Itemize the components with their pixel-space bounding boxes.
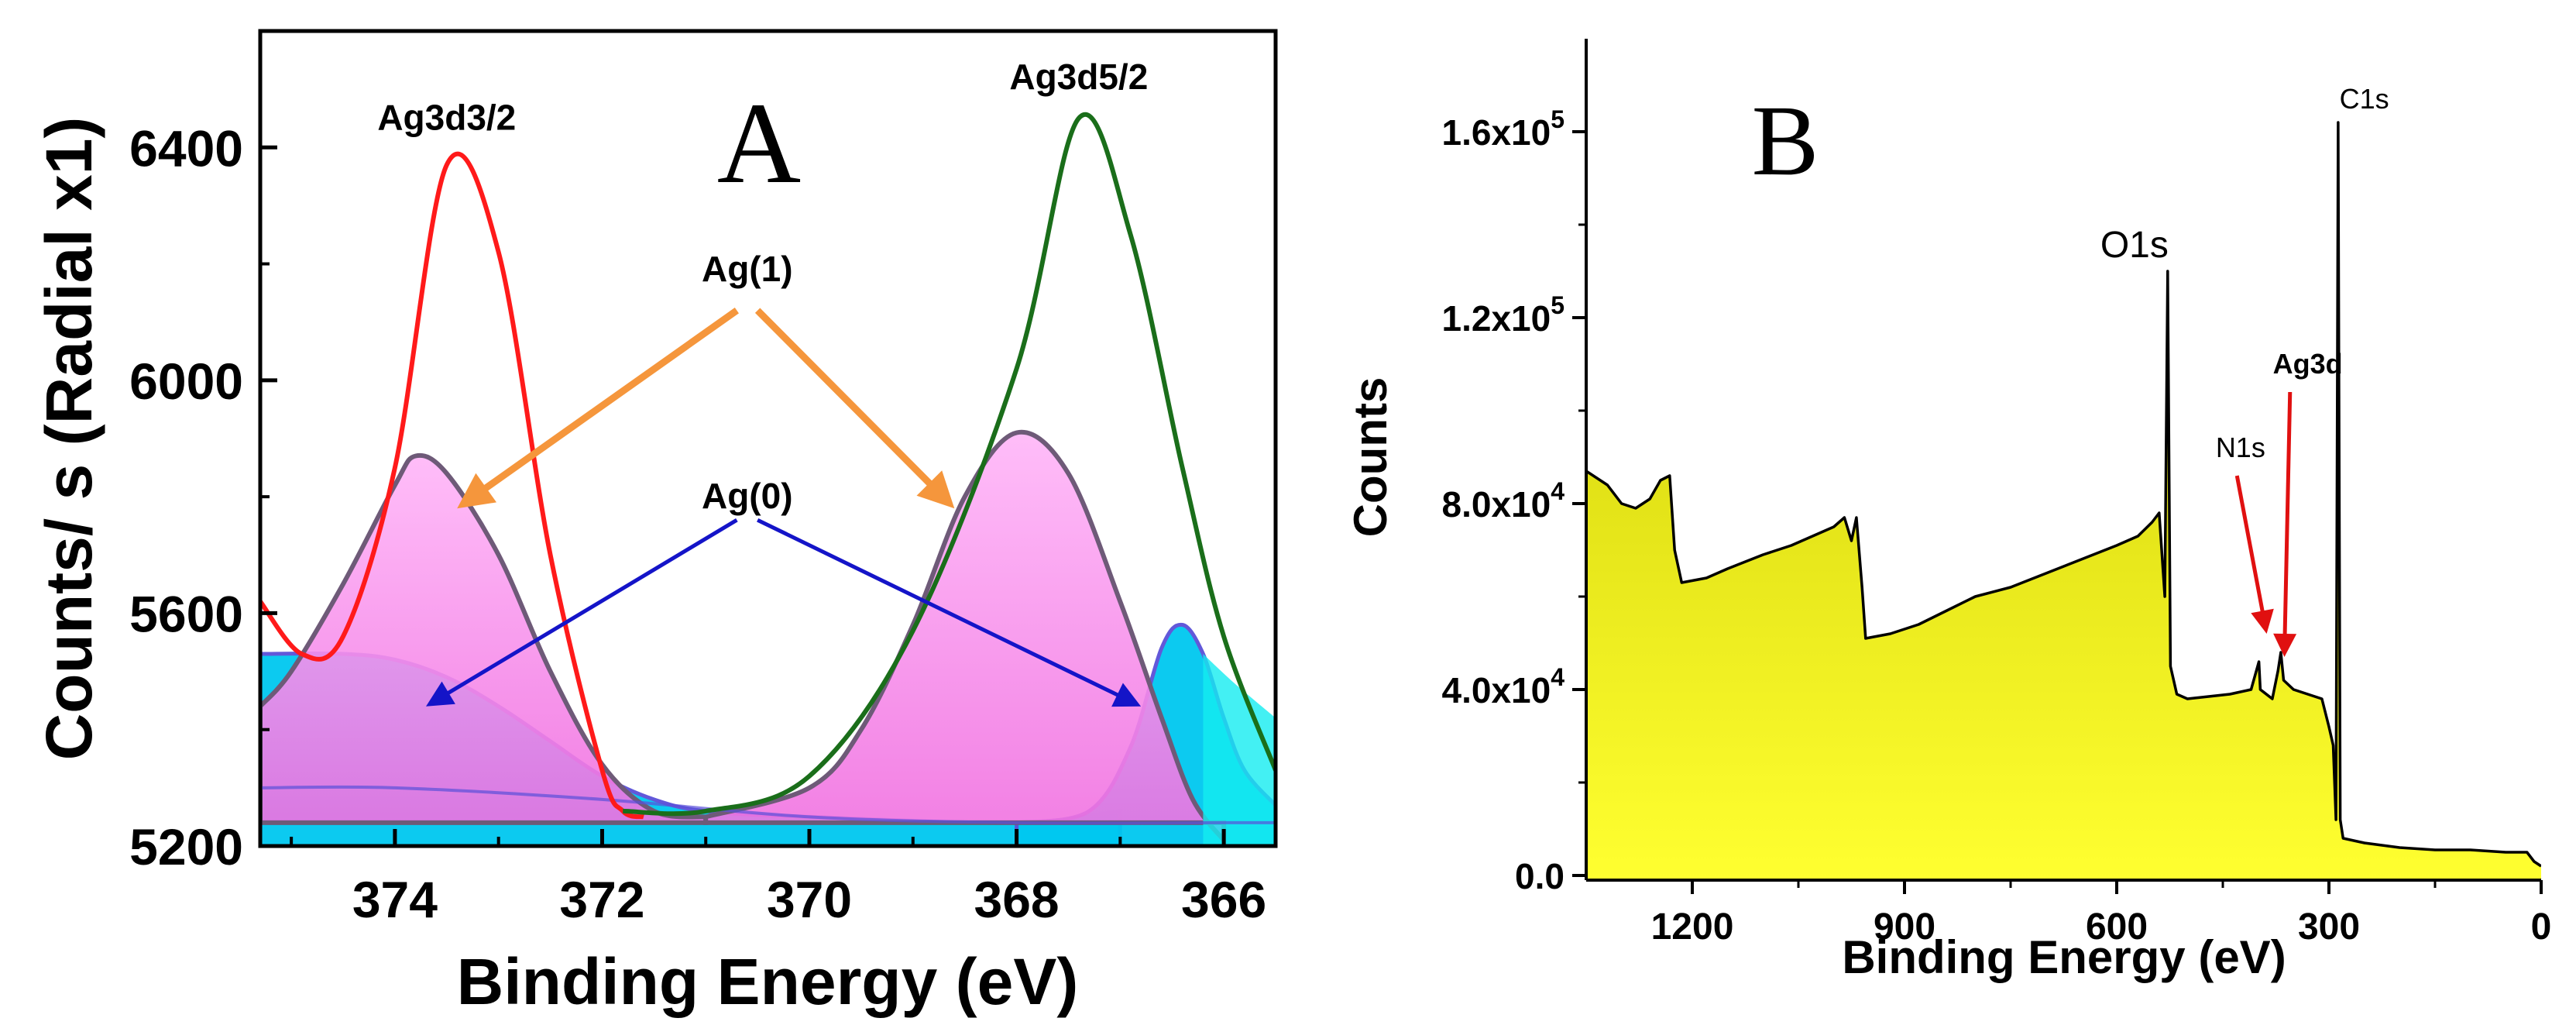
- x-tick-label: 1200: [1651, 906, 1734, 948]
- baseline-line: [260, 785, 1276, 825]
- arrow-b-1-head: [2251, 608, 2274, 634]
- arrow-2-head: [916, 470, 955, 509]
- peak-annotation: Ag3d: [2273, 348, 2343, 380]
- panel-b-letter: B: [1752, 85, 1819, 197]
- arrow-b-2: [2273, 391, 2297, 657]
- peak-annotation: Ag3d5/2: [1009, 57, 1148, 97]
- arrow-1-head: [457, 473, 496, 509]
- arrow-4-shaft: [757, 518, 1122, 699]
- panel-a-letter: A: [717, 79, 801, 208]
- y-tick-label: 5600: [129, 585, 243, 642]
- survey-spectrum-line: [1586, 121, 2541, 868]
- panel-a-annotations: Ag3d3/2 Ag3d5/2 Ag(1) Ag(0): [377, 57, 1148, 516]
- arrow-1-shaft: [479, 308, 739, 494]
- x-tick-label: 372: [559, 871, 644, 928]
- arrow-4: [757, 518, 1142, 707]
- ag1-peak-2-fill: [703, 429, 1227, 846]
- x-tick-label: 300: [2298, 906, 2360, 948]
- panel-b-axes: 1200 900 600 300 0 0.0 4.0x104 8.0x104 1.2x105 1.…: [1442, 105, 2552, 948]
- peak-annotation: Ag(0): [702, 476, 793, 516]
- arrow-2: [754, 308, 955, 509]
- x-tick-label: 900: [1874, 906, 1935, 948]
- x-tick-label: 368: [974, 871, 1059, 928]
- panel-b-x-axis-label: Binding Energy (eV): [1842, 931, 2286, 983]
- arrow-1: [457, 308, 739, 509]
- arrow-4-head: [1111, 683, 1142, 707]
- arrow-b-1: [2234, 475, 2274, 634]
- peak-annotation: N1s: [2216, 432, 2265, 463]
- y-tick-label: 6400: [129, 119, 243, 177]
- panel-b-arrows: [2234, 391, 2297, 657]
- panel-b-annotations: C1s O1s N1s Ag3d: [2100, 83, 2389, 463]
- peak-annotation: Ag3d3/2: [377, 98, 516, 138]
- panel-b: 1200 900 600 300 0 0.0 4.0x104 8.0x104 1.2x105 1.…: [1345, 39, 2551, 983]
- arrow-3-shaft: [444, 518, 738, 697]
- y-tick-label: 0.0: [1515, 856, 1564, 896]
- panel-a-x-axis-label: Binding Energy (eV): [457, 945, 1079, 1018]
- panel-a-y-axis-label: Counts/ s (Radial x1): [33, 117, 105, 761]
- ag3d32-envelope-line: [260, 151, 644, 820]
- ag3d52-envelope-line: [623, 112, 1276, 817]
- x-tick-label: 370: [767, 871, 852, 928]
- peak-annotation: O1s: [2100, 225, 2169, 266]
- ag0-right-tail-fill: [1203, 654, 1276, 846]
- arrow-b-2-shaft: [2282, 391, 2293, 638]
- arrow-3: [426, 518, 738, 707]
- panel-a-axes: 374 372 370 368 366 5200 5600 6000 6400: [129, 29, 1266, 928]
- panel-a-arrows: [426, 308, 1142, 707]
- y-tick-label: 4.0x104: [1442, 663, 1565, 710]
- peak-annotation: Ag(1): [702, 249, 793, 289]
- ag1-peak-1-fill: [260, 452, 709, 825]
- y-tick-label: 1.2x105: [1442, 291, 1565, 339]
- y-tick-label: 8.0x104: [1442, 477, 1565, 525]
- panel-a-frame: [258, 29, 1278, 848]
- survey-area-fill: [1586, 122, 2541, 880]
- y-tick-label: 5200: [129, 818, 243, 875]
- x-tick-label: 366: [1181, 871, 1266, 928]
- arrow-3-head: [426, 681, 455, 707]
- panel-a-plot-area: [260, 112, 1276, 846]
- arrow-b-1-shaft: [2234, 475, 2265, 615]
- peak-annotation: C1s: [2340, 83, 2389, 115]
- y-tick-label: 6000: [129, 353, 243, 410]
- arrow-2-shaft: [754, 308, 936, 490]
- panel-b-y-axis-label: Counts: [1345, 377, 1396, 538]
- y-tick-label: 1.6x105: [1442, 105, 1565, 153]
- panel-b-plot-area: [1586, 121, 2541, 880]
- x-tick-label: 0: [2531, 906, 2552, 948]
- x-tick-label: 600: [2086, 906, 2148, 948]
- arrow-b-2-head: [2273, 633, 2297, 657]
- x-tick-label: 374: [352, 871, 438, 928]
